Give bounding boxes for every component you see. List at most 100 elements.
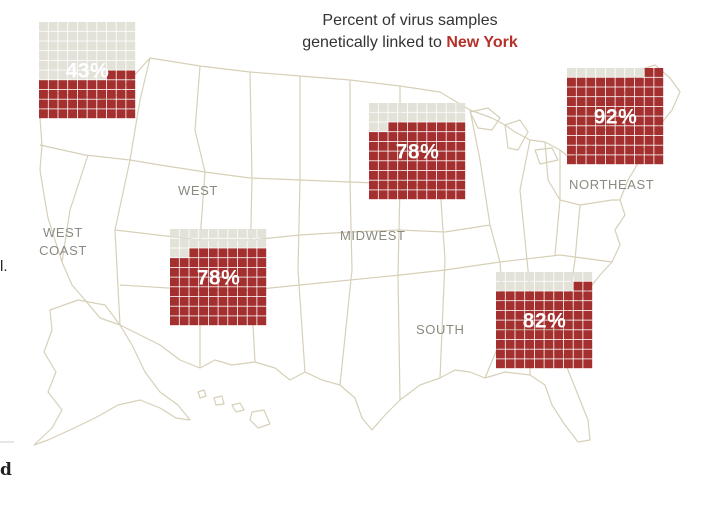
waffle-cell-filled [654,116,664,126]
waffle-cell-empty [48,60,58,70]
waffle-cell-filled [615,135,625,145]
waffle-cell-filled [237,277,247,287]
waffle-cell-filled [515,291,525,301]
waffle-cell-filled [644,135,654,145]
waffle-cell-filled [586,77,596,87]
waffle-cell-filled [68,99,77,109]
waffle-cell-empty [407,112,417,122]
waffle-cell-empty [106,31,116,41]
waffle-cell-filled [126,80,136,90]
waffle-cell-empty [237,238,247,248]
waffle-cell-filled [257,277,267,287]
waffle-cell-filled [554,310,564,320]
waffle-cell-filled [97,89,107,99]
waffle-cell-filled [417,170,427,180]
waffle-cell-filled [77,99,87,109]
waffle-cell-empty [116,60,126,70]
waffle-cell-filled [573,330,583,340]
waffle-cell-filled [544,359,554,369]
waffle-cell-empty [456,103,466,112]
waffle-cell-filled [398,180,407,190]
waffle-cell-empty [39,31,48,41]
waffle-cell-filled [534,359,544,369]
waffle-cell-filled [567,145,576,155]
waffle-cell-empty [378,103,388,112]
waffle-cell-filled [97,80,107,90]
waffle-cell-filled [525,291,534,301]
waffle-cell-filled [605,145,615,155]
waffle-cell-empty [525,281,534,291]
waffle-cell-filled [369,161,378,171]
waffle-cell-filled [436,190,446,200]
region-label-west: WEST [178,183,218,198]
waffle-cell-filled [596,87,605,97]
waffle-cell-filled [625,116,635,126]
waffle-cell-filled [505,349,515,359]
waffle-cell-filled [625,106,635,116]
waffle-cell-filled [583,330,593,340]
waffle-cell-filled [398,122,407,132]
waffle-cell-filled [586,116,596,126]
waffle-cell-filled [97,109,107,119]
waffle-cell-empty [378,122,388,132]
waffle-cell-filled [369,190,378,200]
waffle-cell-filled [106,80,116,90]
waffle-cell-empty [77,31,87,41]
waffle-cell-filled [644,126,654,136]
waffle-cell-empty [87,41,97,51]
waffle-cell-empty [496,281,505,291]
waffle-cell-empty [407,103,417,112]
waffle-cell-empty [179,238,189,248]
waffle-cell-empty [417,103,427,112]
waffle-cell-filled [644,97,654,106]
waffle-cell-empty [199,229,208,238]
waffle-cell-filled [170,258,179,267]
waffle-cell-filled [634,126,644,136]
waffle-cell-filled [378,190,388,200]
waffle-cell-empty [247,238,257,248]
waffle-cell-empty [189,238,199,248]
waffle-cell-filled [615,106,625,116]
waffle-cell-filled [586,97,596,106]
waffle-cell-empty [116,41,126,51]
waffle-cell-filled [446,132,456,141]
waffle-cell-empty [126,22,136,31]
waffle-cell-filled [407,132,417,141]
waffle-cell-filled [615,77,625,87]
waffle-cell-filled [573,339,583,349]
waffle-cell-empty [446,112,456,122]
waffle-cell-empty [505,281,515,291]
waffle-cell-empty [68,41,77,51]
waffle-cell-empty [106,51,116,60]
waffle-cell-filled [126,89,136,99]
waffle-cell-filled [116,99,126,109]
waffle-cell-empty [116,22,126,31]
waffle-cell-filled [257,306,267,316]
cropped-article-text-1: l. [0,258,8,275]
waffle-cell-empty [106,60,116,70]
waffle-cell-filled [218,306,228,316]
waffle-cell-filled [583,301,593,310]
waffle-cell-filled [496,301,505,310]
waffle-cell-filled [407,161,417,171]
waffle-cell-filled [39,109,48,119]
waffle-cell-filled [567,135,576,145]
waffle-cell-filled [378,161,388,171]
waffle-cell-filled [247,277,257,287]
waffle-cell-filled [525,310,534,320]
waffle-cell-filled [625,135,635,145]
waffle-cell-filled [576,87,586,97]
waffle-cell-filled [586,126,596,136]
waffle-cell-empty [634,68,644,77]
region-label-west-coast: WEST COAST [36,224,90,260]
waffle-cell-empty [625,68,635,77]
waffle-cell-filled [427,180,437,190]
waffle-cell-empty [398,112,407,122]
waffle-cell-filled [446,190,456,200]
waffle-cell-empty [58,51,68,60]
waffle-cell-empty [369,112,378,122]
waffle-cell-filled [126,70,136,80]
waffle-cell-filled [644,145,654,155]
waffle-cell-empty [456,112,466,122]
